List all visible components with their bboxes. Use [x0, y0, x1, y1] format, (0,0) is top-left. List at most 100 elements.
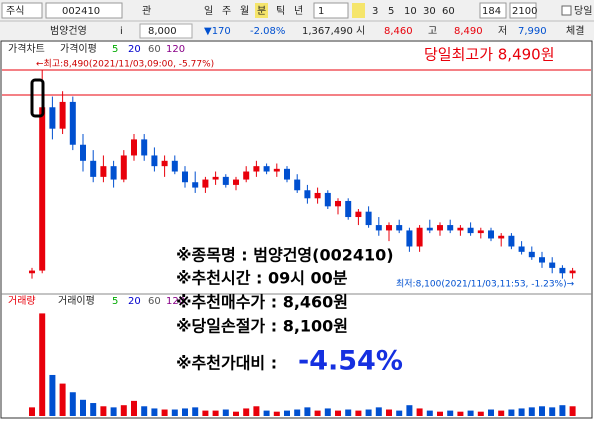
- overlay-time: ※추천시간 : 09시 00분: [176, 269, 348, 288]
- candle-body: [131, 139, 137, 156]
- volume-bar: [284, 410, 290, 416]
- volume-bar: [335, 410, 341, 416]
- candle-body: [396, 225, 403, 231]
- volume-bar: [120, 405, 127, 416]
- period[interactable]: 분: [257, 5, 266, 17]
- candle-body: [375, 225, 382, 231]
- count-input[interactable]: [313, 2, 349, 19]
- candle-body: [59, 101, 66, 129]
- overlay-compare-label: ※추천가대비 :: [176, 354, 277, 373]
- volume-bar: [508, 409, 515, 416]
- volume-bar: [202, 410, 209, 416]
- volume-bar: [171, 409, 178, 416]
- candle-body: [100, 166, 107, 177]
- candle-body: [141, 139, 148, 156]
- trade[interactable]: 체결: [566, 25, 584, 37]
- candle-body: [335, 200, 341, 207]
- volume-title: 거래량: [8, 295, 36, 307]
- volume-bar: [467, 410, 474, 416]
- candle-body: [171, 160, 178, 172]
- ma-period: 120: [166, 44, 185, 55]
- volume-bar: [457, 411, 464, 416]
- info-button[interactable]: i: [120, 26, 123, 37]
- volume-bar: [69, 392, 76, 416]
- candle-body: [508, 235, 515, 247]
- volume-bar: [426, 410, 433, 416]
- period[interactable]: 주: [222, 6, 231, 17]
- volume-bar: [233, 411, 239, 416]
- interval[interactable]: 5: [388, 6, 394, 17]
- interval[interactable]: 60: [442, 6, 455, 17]
- volume-bar: [29, 407, 35, 416]
- period[interactable]: 일: [204, 5, 213, 17]
- volume-bar: [110, 407, 117, 416]
- range-to[interactable]: 2100: [512, 6, 537, 17]
- candle-body: [539, 257, 545, 263]
- low-label: 저: [498, 25, 507, 37]
- volume-bar: [192, 407, 199, 416]
- volume-bar: [416, 408, 423, 416]
- volume-bar: [253, 406, 260, 416]
- candle-body: [243, 171, 250, 180]
- volume-bar: [528, 407, 535, 416]
- count: 1: [318, 6, 324, 17]
- candle-body: [182, 171, 188, 183]
- today[interactable]: 당일: [574, 5, 592, 17]
- candle-body: [518, 246, 525, 252]
- volume-bar: [243, 408, 250, 416]
- volume-bar: [345, 409, 352, 416]
- overlay-compare-value: -4.54%: [298, 346, 403, 377]
- change: ▼170: [204, 26, 231, 37]
- market-select[interactable]: [1, 2, 43, 19]
- interval[interactable]: 10: [404, 6, 417, 17]
- volume-bar: [212, 410, 219, 416]
- candle-body: [488, 230, 494, 239]
- volume-bar: [396, 410, 403, 416]
- volume-bar: [294, 409, 301, 416]
- candle-body: [273, 168, 280, 172]
- period[interactable]: 년: [294, 5, 303, 17]
- volume-bar: [559, 405, 566, 416]
- volume-bar: [498, 410, 505, 416]
- interval[interactable]: 3: [372, 6, 378, 17]
- candle-body: [233, 179, 239, 185]
- watch[interactable]: 관: [142, 5, 151, 17]
- volume-bar: [151, 408, 158, 416]
- candle-body: [355, 211, 362, 218]
- low: 7,990: [518, 26, 547, 37]
- code: 002410: [62, 6, 100, 17]
- ma-period: 5: [112, 296, 118, 307]
- volume-bar: [437, 411, 443, 416]
- volume-bar: [518, 408, 525, 416]
- volume-bar: [488, 409, 494, 416]
- ma-label: 거래이평: [58, 295, 95, 307]
- volume-bar: [386, 409, 392, 416]
- interval[interactable]: 30: [423, 6, 436, 17]
- candle-body: [569, 270, 576, 274]
- high-note: ←최고:8,490(2021/11/03,09:00, -5.77%): [36, 59, 214, 70]
- candle-body: [549, 262, 556, 268]
- candle-body: [192, 182, 199, 188]
- volume-bar: [375, 407, 382, 416]
- volume-bar: [80, 399, 86, 416]
- period[interactable]: 틱: [276, 5, 285, 17]
- candle-body: [406, 230, 413, 247]
- range-from[interactable]: 184: [482, 6, 501, 17]
- volume-bar: [131, 400, 137, 416]
- overlay-name: ※종목명 : 범양건영(002410): [176, 246, 394, 265]
- volume-bar: [100, 406, 107, 416]
- open-label: 시: [356, 25, 365, 37]
- period[interactable]: 월: [240, 5, 249, 17]
- volume-bar: [324, 408, 331, 416]
- candle-body: [304, 190, 311, 199]
- highlight-box: [30, 78, 45, 118]
- low-note: 최저:8,100(2021/11/03,11:53, -1.23%)→: [396, 279, 575, 290]
- candle-body: [457, 227, 464, 231]
- ma-label: 가격이평: [60, 42, 97, 55]
- overlay-buy: ※추천매수가 : 8,460원: [176, 293, 348, 312]
- volume-bar: [304, 407, 311, 416]
- volume-bar: [539, 406, 545, 416]
- volume-bar: [355, 410, 362, 416]
- code-input[interactable]: [45, 2, 123, 19]
